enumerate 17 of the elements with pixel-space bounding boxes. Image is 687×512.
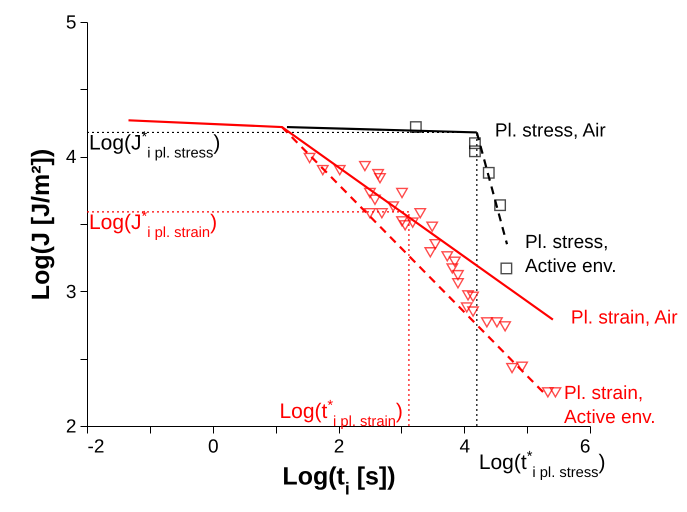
ref-line-label: Log(J$^{*}$$_{i pl. strain}$) <box>89 208 218 241</box>
y-tick-label: 5 <box>66 12 76 34</box>
y-tick-label: 3 <box>66 282 76 303</box>
x-tick-label: 0 <box>208 436 219 458</box>
y-tick-label: 4 <box>66 147 77 168</box>
x-tick-label: 2 <box>334 436 344 458</box>
series-label: Pl. strain, Active env. <box>564 383 656 428</box>
series-label: Pl. strain, Air <box>570 308 678 329</box>
y-axis-title: Log(J [J/m²]) <box>26 148 55 300</box>
x-axis-title: Log(t$_{i}$ [s]) <box>282 462 396 498</box>
y-tick-label: 2 <box>66 416 76 438</box>
series-label: Pl. stress, Air <box>494 120 606 142</box>
series-label: Pl. stress, Active env. <box>525 232 617 278</box>
x-tick-label: 4 <box>459 436 470 458</box>
x-tick-label: -2 <box>88 436 104 458</box>
ref-line-label: Log(t$^{*}$$_{i pl. strain}$) <box>279 398 403 430</box>
ref-line-label: Log(J$^{*}$$_{i pl. stress}$) <box>89 129 220 162</box>
